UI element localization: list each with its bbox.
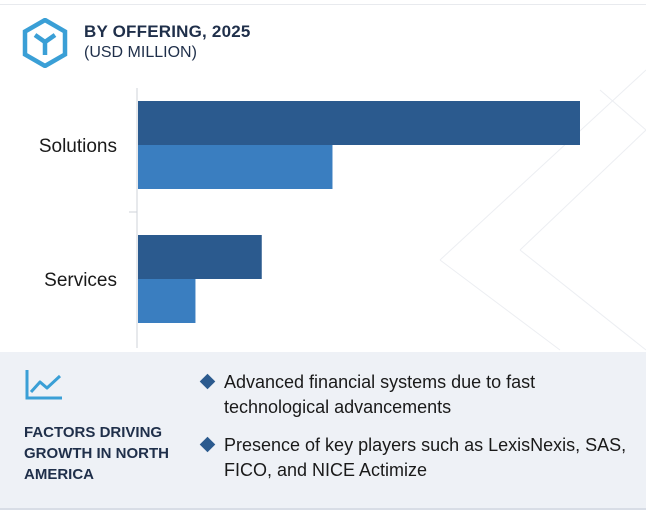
diamond-bullet-icon bbox=[199, 436, 216, 453]
offering-bar-chart: Solutions Services bbox=[39, 88, 580, 348]
list-item: Advanced financial systems due to fast t… bbox=[199, 370, 630, 420]
chart-title: BY OFFERING, 2025 bbox=[84, 22, 251, 41]
bar-services-series-1 bbox=[138, 235, 262, 279]
hexagon-y-logo-icon bbox=[22, 18, 68, 68]
factor-text: Advanced financial systems due to fast t… bbox=[224, 372, 536, 417]
factors-title: FACTORS DRIVING GROWTH IN NORTH AMERICA bbox=[24, 424, 169, 483]
chart-subtitle: (USD MILLION) bbox=[84, 44, 197, 61]
factors-panel bbox=[0, 352, 646, 508]
bar-group bbox=[138, 101, 580, 323]
factors-list: Advanced financial systems due to fast t… bbox=[199, 370, 630, 496]
factor-text: Presence of key players such as LexisNex… bbox=[224, 435, 627, 480]
list-item: Presence of key players such as LexisNex… bbox=[199, 433, 630, 483]
category-label-solutions: Solutions bbox=[39, 136, 117, 157]
trend-line-icon bbox=[25, 370, 62, 400]
bar-solutions-series-2 bbox=[138, 145, 333, 189]
bar-solutions-series-1 bbox=[138, 101, 580, 145]
top-divider bbox=[0, 4, 646, 5]
bar-services-series-2 bbox=[138, 279, 196, 323]
bottom-divider bbox=[0, 508, 646, 510]
diamond-bullet-icon bbox=[199, 373, 216, 390]
category-label-services: Services bbox=[44, 270, 117, 291]
